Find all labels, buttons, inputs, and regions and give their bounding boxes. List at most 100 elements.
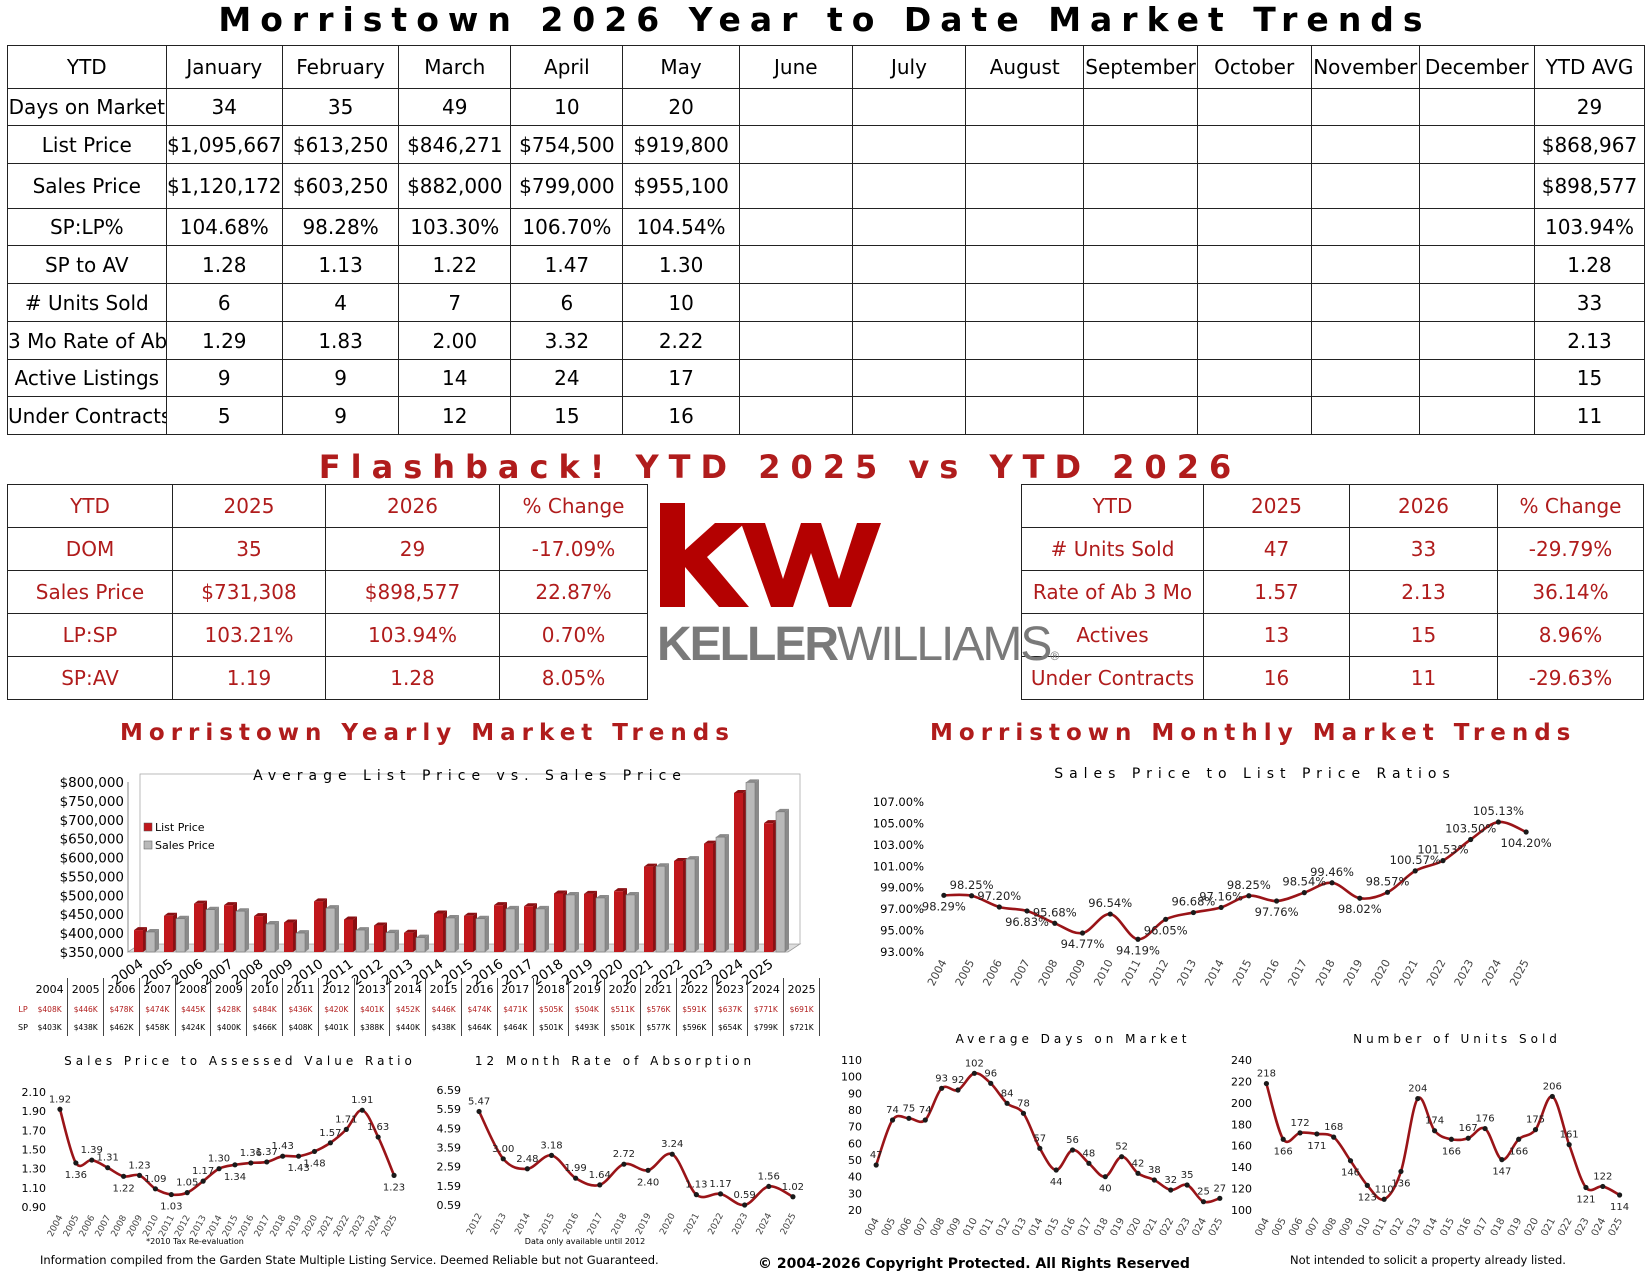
data-point (152, 1186, 159, 1192)
data-table-sp-value: $493K (568, 1018, 606, 1036)
data-point (120, 1173, 127, 1179)
bar-top (524, 903, 537, 907)
data-label: 1.36 (65, 1170, 87, 1181)
flashback-row: Under Contracts 16 11 -29.63% (1021, 656, 1644, 700)
ytd-cell: 9 (165, 359, 283, 397)
list-price-bar (284, 922, 293, 952)
ytd-cell (1418, 208, 1535, 246)
data-table-year: 2023 (712, 978, 749, 1000)
ytd-cell: $1,120,172 (165, 163, 283, 209)
ytd-cell (738, 163, 853, 209)
ytd-cell (1418, 88, 1535, 126)
data-label: 1.36 (240, 1148, 262, 1159)
data-label: 100.57% (1390, 853, 1441, 867)
x-tick-label: 2004 (1250, 1216, 1272, 1235)
x-tick-label: 2012 (1147, 957, 1172, 988)
flashback-header-row: YTD 2025 2026% Change (1021, 484, 1644, 528)
data-label: 42 (1132, 1158, 1145, 1169)
y-tick-label: 120 (1231, 1183, 1252, 1196)
bar-top (146, 928, 159, 932)
ytd-cell (1083, 359, 1198, 397)
data-label: 171 (1307, 1141, 1326, 1152)
flashback-header-cell: 2025 (1203, 484, 1350, 528)
data-point (1119, 1154, 1125, 1160)
data-point (1331, 1134, 1337, 1140)
bar-top (656, 863, 669, 867)
data-point (327, 1140, 334, 1146)
data-label: 105.13% (1473, 804, 1524, 818)
ytd-header-cell: December (1418, 45, 1535, 89)
data-label: 122 (1593, 1171, 1612, 1182)
x-tick-label: 2024 (1187, 1216, 1209, 1235)
data-point (57, 1106, 63, 1112)
flashback-header-row: YTD 2025 2026% Change (7, 484, 648, 528)
data-point (1384, 889, 1391, 895)
x-tick-label: 2006 (893, 1216, 915, 1235)
ytd-row-label: SP:LP% (7, 208, 167, 246)
data-point (1246, 893, 1252, 899)
bar-top (296, 930, 309, 934)
x-tick-label: 2016 (1452, 1216, 1474, 1235)
data-label: 78 (1017, 1098, 1030, 1109)
ytd-cell (965, 163, 1085, 209)
bar-top (776, 808, 789, 812)
line-chart-title: Average Days on Market (956, 1032, 1191, 1046)
data-point (669, 1151, 675, 1157)
bar-top (476, 915, 489, 919)
flashback-header-cell: 2026 (1349, 484, 1498, 528)
legend-swatch (143, 840, 153, 850)
data-label: 40 (1099, 1184, 1112, 1195)
x-tick-label: 2023 (1452, 957, 1477, 988)
data-table-sp-value: $401K (318, 1018, 355, 1036)
y-tick-label: 0.90 (22, 1201, 47, 1214)
data-point (1135, 936, 1141, 942)
data-point (105, 1165, 111, 1171)
data-point (1297, 1130, 1303, 1136)
ytd-cell (738, 88, 853, 126)
data-table-lp-value: $474K (461, 1000, 498, 1018)
y-tick-label: 80 (848, 1104, 862, 1117)
data-label: 97.76% (1255, 905, 1299, 919)
ytd-header-cell: June (738, 45, 853, 89)
data-label: 104.20% (1501, 836, 1552, 850)
data-label: 99.46% (1310, 865, 1354, 879)
data-point (1314, 1131, 1320, 1137)
data-label: 84 (1001, 1088, 1014, 1099)
ytd-cell: $919,800 (622, 125, 740, 164)
ytd-cell (738, 283, 853, 322)
data-point (1200, 1199, 1207, 1205)
ytd-table: YTD January February March April May June July A… (7, 45, 1646, 435)
data-point (939, 1085, 945, 1091)
sales-price-bar (715, 836, 726, 953)
data-table-sp-value: $388K (354, 1018, 391, 1036)
x-tick-label: 2023 (1171, 1216, 1193, 1235)
flashback-left-table: YTD 2025 2026% Change DOM 35 29 -17.09% Sales P… (7, 484, 648, 700)
list-vs-sales-data-table: 2004 2005 2006 2007 2008 2009 2010 2011 2012 2013… (14, 978, 821, 1036)
ytd-cell (738, 208, 853, 246)
data-label: 1.99 (565, 1163, 587, 1174)
data-table-sp-value: $464K (497, 1018, 534, 1036)
data-point (906, 1115, 912, 1121)
ytd-cell: 1.28 (165, 245, 283, 284)
ytd-cell (738, 125, 853, 164)
sales-price-bar (655, 865, 666, 953)
series-line (874, 1071, 1221, 1204)
data-table-sp-value: $799K (747, 1018, 785, 1036)
x-tick-label: 2016 (562, 1211, 582, 1236)
x-tick-label: 2018 (1089, 1216, 1111, 1235)
y-tick-label: $450,000 (60, 907, 124, 923)
ytd-cell (851, 208, 967, 246)
data-point (922, 1117, 928, 1123)
ytd-avg-cell: 103.94% (1533, 208, 1646, 246)
data-label: 94.19% (1116, 943, 1160, 957)
list-price-bar (254, 916, 263, 952)
bar-top (644, 863, 657, 867)
data-label: 32 (1164, 1175, 1177, 1186)
data-label: 1.57 (319, 1128, 341, 1139)
data-table-sp-value: $438K (67, 1018, 105, 1036)
data-point (1516, 1136, 1522, 1142)
ytd-cell (851, 245, 967, 284)
sales-price-bar (685, 858, 696, 953)
ytd-header-cell: November (1310, 45, 1420, 89)
list-price-bar (404, 932, 413, 952)
